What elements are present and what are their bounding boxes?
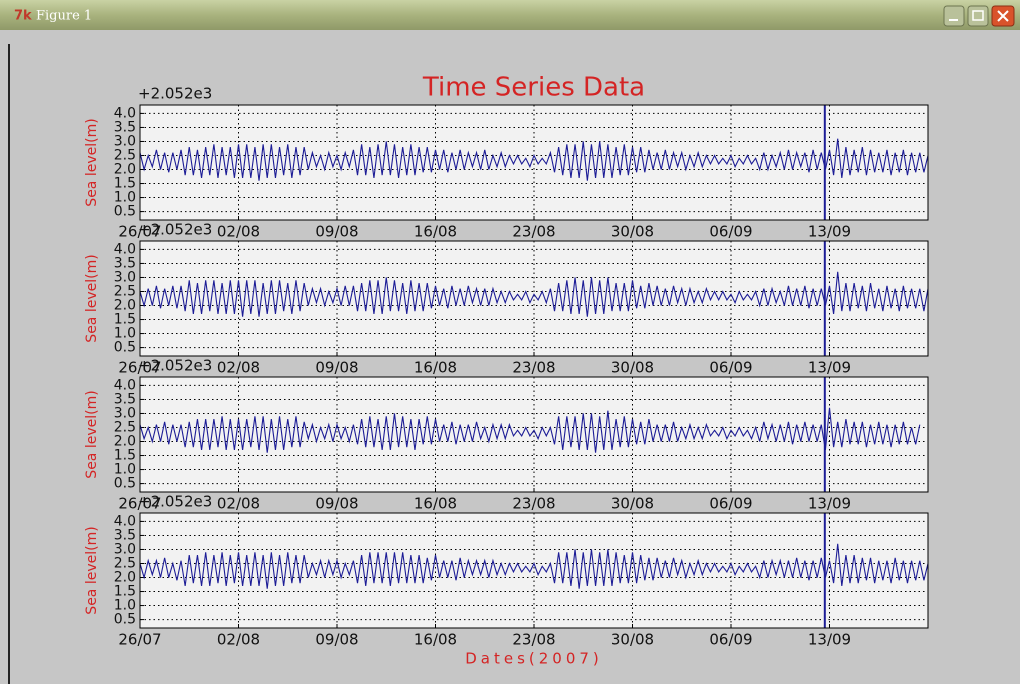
y-tick-label: 4.0 — [114, 513, 136, 529]
y-tick-label: 4.0 — [114, 241, 136, 257]
offset-text: +2.052e3 — [138, 221, 212, 239]
x-tick-label: 06/09 — [709, 495, 752, 513]
subplot: 0.51.01.52.02.53.03.54.0 26/07 02/08 09/08 1… — [84, 493, 928, 649]
x-tick-label: 09/08 — [315, 631, 358, 649]
y-tick-label: 2.0 — [114, 298, 136, 314]
window-title: Figure 1 — [36, 9, 92, 24]
y-tick-label: 4.0 — [114, 377, 136, 393]
y-tick-label: 3.0 — [114, 541, 136, 557]
y-tick-label: 2.5 — [114, 555, 136, 571]
y-tick-label: 2.0 — [114, 570, 136, 586]
x-tick-label: 16/08 — [414, 495, 457, 513]
y-tick-label: 0.5 — [114, 340, 136, 356]
y-tick-label: 1.5 — [114, 448, 136, 464]
x-tick-label: 02/08 — [217, 495, 260, 513]
x-axis-label: Dates(2007) — [465, 650, 603, 668]
x-tick-label: 30/08 — [611, 495, 654, 513]
y-tick-label: 4.0 — [114, 105, 136, 121]
y-tick-label: 0.5 — [114, 612, 136, 628]
y-tick-label: 3.5 — [114, 391, 136, 407]
window: 7k Figure 1 Time Series Data0.51.01.52.0… — [0, 0, 1020, 684]
y-tick-label: 1.0 — [114, 326, 136, 342]
offset-text: +2.052e3 — [138, 85, 212, 103]
app-icon: 7k — [14, 9, 32, 24]
y-tick-label: 1.5 — [114, 176, 136, 192]
minimize-button[interactable] — [944, 6, 964, 26]
x-tick-label: 02/08 — [217, 223, 260, 241]
x-tick-label: 13/09 — [808, 495, 851, 513]
y-axis-label: Sea level(m) — [84, 254, 100, 342]
x-tick-label: 06/09 — [709, 631, 752, 649]
y-axis-label: Sea level(m) — [84, 118, 100, 206]
x-tick-label: 09/08 — [315, 359, 358, 377]
x-tick-label: 23/08 — [512, 631, 555, 649]
x-tick-label: 09/08 — [315, 495, 358, 513]
y-tick-label: 3.0 — [114, 405, 136, 421]
y-tick-label: 3.0 — [114, 133, 136, 149]
y-tick-label: 3.5 — [114, 527, 136, 543]
x-tick-label: 02/08 — [217, 359, 260, 377]
y-tick-label: 0.5 — [114, 204, 136, 220]
x-tick-label: 30/08 — [611, 359, 654, 377]
x-tick-label: 16/08 — [414, 631, 457, 649]
y-axis-label: Sea level(m) — [84, 390, 100, 478]
x-tick-label: 13/09 — [808, 631, 851, 649]
x-tick-label: 06/09 — [709, 359, 752, 377]
y-tick-label: 3.0 — [114, 269, 136, 285]
offset-text: +2.052e3 — [138, 493, 212, 511]
x-tick-label: 23/08 — [512, 495, 555, 513]
x-tick-label: 13/09 — [808, 223, 851, 241]
y-tick-label: 0.5 — [114, 476, 136, 492]
x-tick-label: 23/08 — [512, 359, 555, 377]
y-tick-label: 1.5 — [114, 584, 136, 600]
x-tick-label: 26/07 — [118, 631, 161, 649]
offset-text: +2.052e3 — [138, 357, 212, 375]
y-tick-label: 3.5 — [114, 255, 136, 271]
x-tick-label: 09/08 — [315, 223, 358, 241]
y-tick-label: 2.0 — [114, 162, 136, 178]
x-tick-label: 02/08 — [217, 631, 260, 649]
axes-background — [140, 513, 928, 628]
y-tick-label: 1.0 — [114, 598, 136, 614]
maximize-button[interactable] — [968, 6, 988, 26]
y-axis-label: Sea level(m) — [84, 526, 100, 614]
x-tick-label: 30/08 — [611, 631, 654, 649]
title-bar — [0, 0, 1020, 30]
y-tick-label: 2.5 — [114, 419, 136, 435]
x-tick-label: 16/08 — [414, 359, 457, 377]
x-tick-label: 23/08 — [512, 223, 555, 241]
y-tick-label: 1.5 — [114, 312, 136, 328]
y-tick-label: 3.5 — [114, 119, 136, 135]
axes-background — [140, 241, 928, 356]
y-tick-label: 1.0 — [114, 462, 136, 478]
chart-title: Time Series Data — [422, 73, 645, 103]
axes-background — [140, 377, 928, 492]
y-tick-label: 1.0 — [114, 190, 136, 206]
y-tick-label: 2.0 — [114, 434, 136, 450]
x-tick-label: 30/08 — [611, 223, 654, 241]
x-tick-label: 13/09 — [808, 359, 851, 377]
y-tick-label: 2.5 — [114, 283, 136, 299]
axes-background — [140, 105, 928, 220]
y-tick-label: 2.5 — [114, 147, 136, 163]
x-tick-label: 16/08 — [414, 223, 457, 241]
x-tick-label: 06/09 — [709, 223, 752, 241]
